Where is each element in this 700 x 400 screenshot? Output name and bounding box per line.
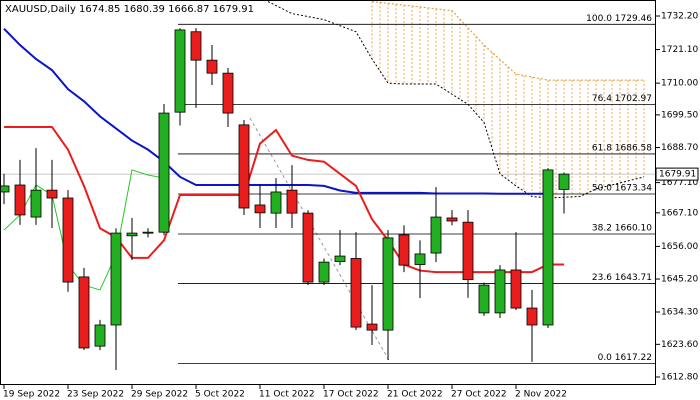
y-tick-label: 1710.00 — [661, 79, 698, 89]
candle-body — [494, 269, 506, 314]
candle-body — [350, 258, 362, 328]
candle-body — [222, 72, 234, 114]
x-tick-label: 29 Sep 2022 — [131, 390, 188, 400]
plot-frame — [0, 0, 656, 385]
candle-body — [302, 212, 314, 283]
candle-body — [510, 269, 522, 309]
y-tick-label: 1732.20 — [661, 12, 698, 22]
last-price-box — [655, 167, 699, 181]
candle-body — [78, 276, 90, 349]
candle-body — [558, 173, 570, 190]
candle-body — [46, 189, 58, 199]
x-tick-label: 2 Nov 2022 — [515, 390, 567, 400]
candle-body — [478, 284, 490, 314]
y-tick-label: 1623.60 — [661, 340, 698, 350]
y-tick-label: 1699.50 — [661, 110, 698, 120]
candle-body — [382, 237, 394, 331]
x-tick-label: 5 Oct 2022 — [195, 390, 245, 400]
candle-body — [30, 189, 42, 218]
y-tick-label: 1688.70 — [661, 143, 698, 153]
y-tick-label: 1612.80 — [661, 372, 698, 382]
fib-label: 76.4 1702.97 — [592, 94, 652, 104]
candle-body — [526, 307, 538, 326]
candle-body — [190, 31, 202, 61]
candle-body — [94, 324, 106, 347]
candle-body — [462, 221, 474, 281]
last-price-label: 1679.91 — [659, 170, 696, 180]
candle-body — [110, 232, 122, 326]
x-tick-label: 23 Sep 2022 — [67, 390, 124, 400]
y-tick-label: 1677.10 — [661, 178, 698, 188]
x-tick-label: 11 Oct 2022 — [259, 390, 315, 400]
candle-body — [126, 232, 138, 237]
candle-body — [414, 253, 426, 265]
candle-body — [318, 261, 330, 283]
fib-label: 23.6 1643.71 — [592, 273, 652, 283]
y-tick-label: 1634.30 — [661, 307, 698, 317]
y-tick-label: 1645.20 — [661, 275, 698, 285]
candle-body — [254, 204, 266, 214]
candle-body — [542, 169, 554, 326]
fib-label: 50.0 1673.34 — [592, 183, 652, 193]
candle-body — [270, 191, 282, 214]
fib-label: 0.0 1617.22 — [598, 353, 652, 363]
candle-body — [238, 124, 250, 209]
x-tick-label: 27 Oct 2022 — [451, 390, 507, 400]
candle-body — [14, 184, 26, 216]
candle-body — [366, 323, 378, 331]
candle-body — [430, 216, 442, 254]
y-tick-label: 1721.10 — [661, 45, 698, 55]
y-tick-label: 1656.00 — [661, 242, 698, 252]
fib-label: 38.2 1660.10 — [592, 223, 652, 233]
candle-body — [62, 197, 74, 283]
x-tick-label: 17 Oct 2022 — [323, 390, 379, 400]
fib-label: 100.0 1729.46 — [586, 14, 652, 24]
candle-body — [334, 255, 346, 262]
chart-title: XAUUSD,Daily 1674.85 1680.39 1666.87 167… — [5, 4, 254, 15]
fib-label: 61.8 1686.58 — [592, 143, 652, 153]
candle-body — [206, 59, 218, 74]
candle-body — [174, 29, 186, 113]
candle-body — [142, 231, 154, 234]
candle-body — [286, 189, 298, 214]
candle-body — [446, 217, 458, 222]
trend-line — [249, 117, 391, 363]
cloud-line — [371, 1, 644, 81]
plot-area: 100.0 1729.46 76.4 1702.97 61.8 1686.58 50.… — [0, 1, 656, 371]
candle-body — [158, 112, 170, 233]
x-tick-label: 21 Oct 2022 — [387, 390, 443, 400]
candle-body — [398, 234, 410, 266]
x-tick-label: 19 Sep 2022 — [3, 390, 60, 400]
candle-body — [0, 185, 10, 193]
y-tick-label: 1667.10 — [661, 208, 698, 218]
